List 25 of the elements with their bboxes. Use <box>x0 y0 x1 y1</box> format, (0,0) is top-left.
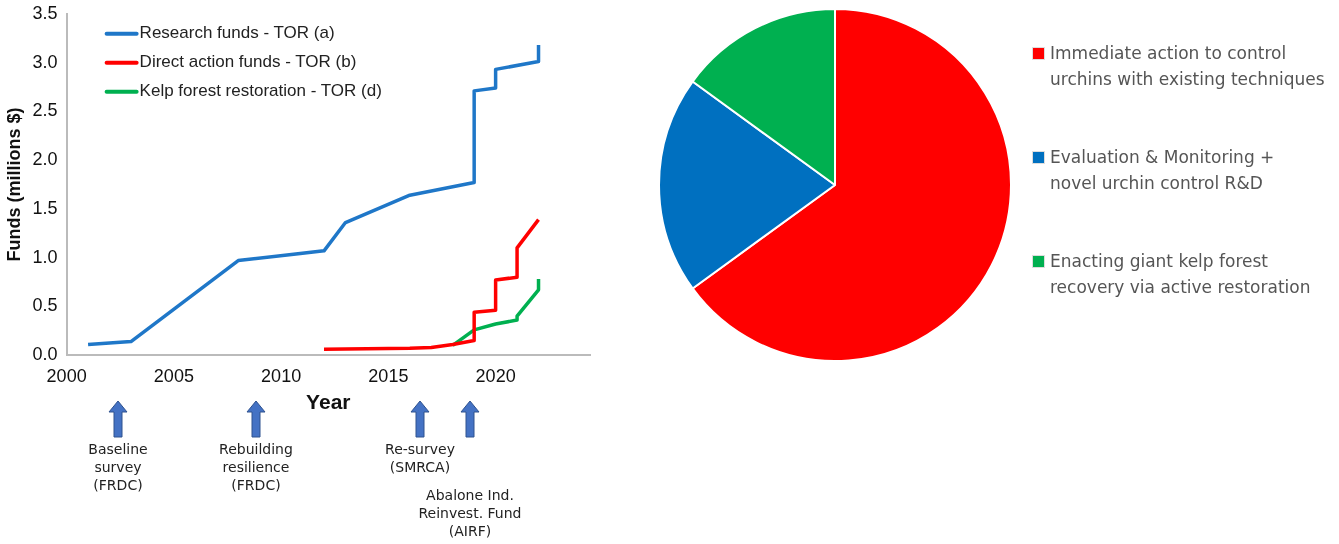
y-tick-label: 3.0 <box>32 51 58 72</box>
legend-label: Direct action funds - TOR (b) <box>139 52 357 72</box>
y-tick-label: 1.0 <box>32 246 58 267</box>
y-tick-label: 3.5 <box>32 2 58 23</box>
legend-label: Research funds - TOR (a) <box>139 23 335 43</box>
x-tick-label: 2010 <box>261 365 302 386</box>
x-tick-label: 2000 <box>46 365 87 386</box>
x-tick-label: 2005 <box>153 365 194 386</box>
y-tick-label: 1.5 <box>32 197 58 218</box>
text: Abalone Ind. Reinvest. Fund (AIRF) <box>417 486 523 540</box>
legend-label: Enacting giant kelp forest recovery via active restoration <box>1050 250 1312 299</box>
legend-label: Kelp forest restoration - TOR (d) <box>139 81 382 101</box>
legend-label: Immediate action to control urchins with existing techniques <box>1050 42 1325 91</box>
text: Baseline survey (FRDC) <box>87 440 149 494</box>
x-tick-label: 2015 <box>368 365 409 386</box>
y-tick-label: 0.0 <box>32 344 58 365</box>
text: Rebuilding resilience (FRDC) <box>218 440 294 494</box>
x-axis-title: Year <box>306 390 351 414</box>
y-tick-label: 0.5 <box>32 295 58 316</box>
y-tick-label: 2.0 <box>32 149 58 170</box>
y-axis-title: Funds (millions $) <box>3 107 24 262</box>
legend-label: Evaluation & Monitoring + novel urchin control R&D <box>1050 146 1276 195</box>
x-tick-label: 2020 <box>475 365 516 386</box>
text: Re-survey (SMRCA) <box>384 440 456 476</box>
y-tick-label: 2.5 <box>32 100 58 121</box>
